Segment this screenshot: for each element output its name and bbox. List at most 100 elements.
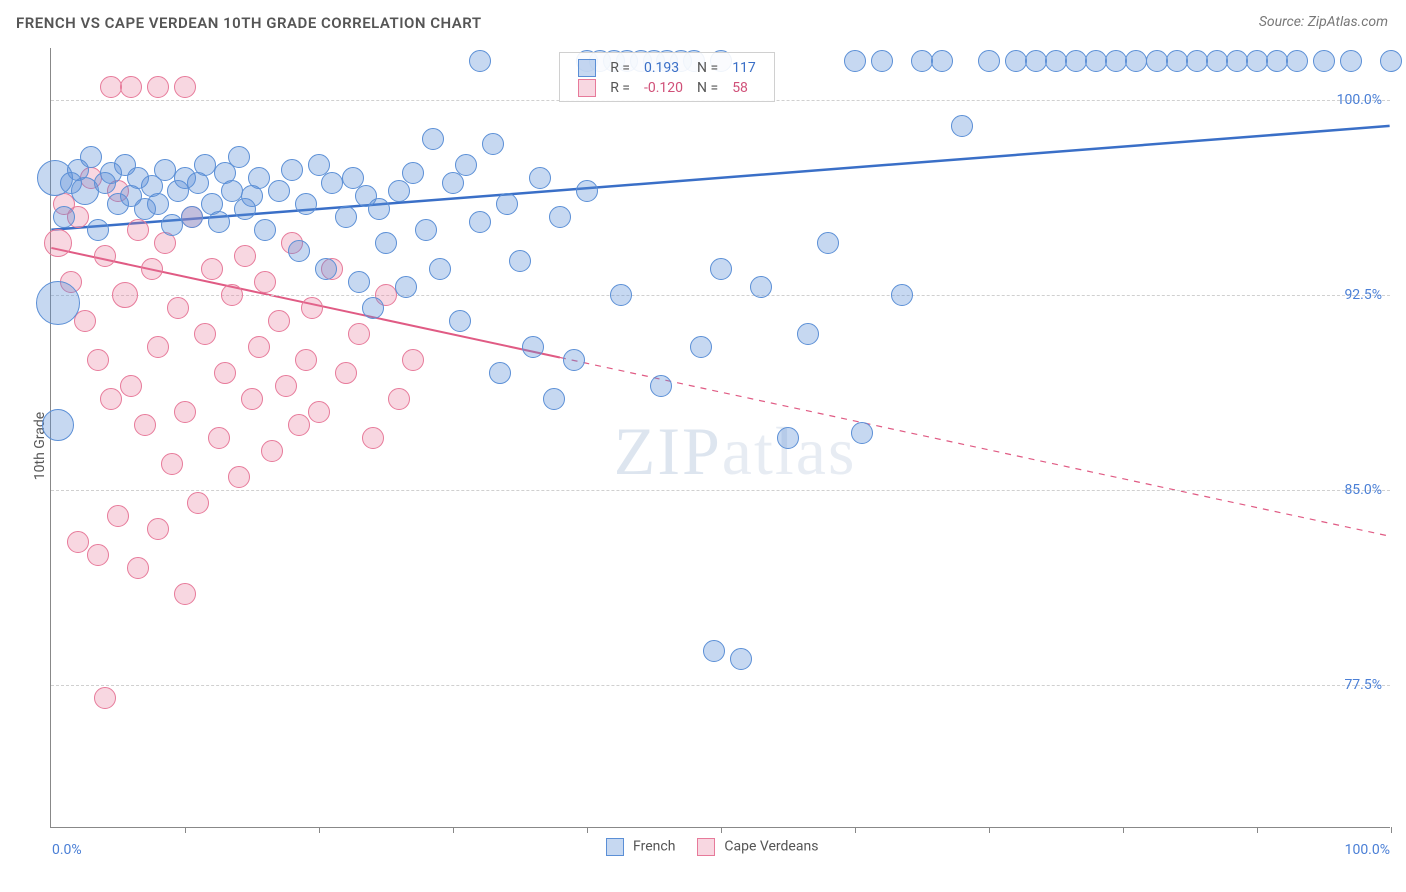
data-point-blue (710, 258, 732, 280)
data-point-blue (321, 172, 343, 194)
r-value: 0.193 (638, 59, 689, 77)
data-point-pink (161, 453, 183, 475)
data-point-pink (112, 282, 138, 308)
data-point-pink (402, 349, 424, 371)
data-point-blue (951, 115, 973, 137)
x-tick (855, 827, 856, 833)
data-point-blue (288, 240, 310, 262)
data-point-blue (496, 193, 518, 215)
data-point-blue (154, 159, 176, 181)
data-point-pink (228, 466, 250, 488)
data-point-pink (348, 323, 370, 345)
data-point-blue (161, 214, 183, 236)
plot-area: 77.5%85.0%92.5%100.0%ZIPatlas (50, 48, 1390, 828)
data-point-blue (543, 388, 565, 410)
data-point-pink (167, 297, 189, 319)
data-point-pink (94, 245, 116, 267)
data-point-blue (1166, 50, 1188, 72)
data-point-blue (549, 206, 571, 228)
data-point-blue (1005, 50, 1027, 72)
data-point-blue (529, 167, 551, 189)
data-point-pink (127, 557, 149, 579)
data-point-blue (1313, 50, 1335, 72)
x-tick (1391, 827, 1392, 833)
data-point-blue (1226, 50, 1248, 72)
data-point-pink (187, 492, 209, 514)
data-point-blue (563, 349, 585, 371)
data-point-pink (208, 427, 230, 449)
x-tick (989, 827, 990, 833)
data-point-pink (234, 245, 256, 267)
data-point-pink (268, 310, 290, 332)
data-point-blue (851, 422, 873, 444)
data-point-blue (449, 310, 471, 332)
data-point-blue (1266, 50, 1288, 72)
data-point-pink (241, 388, 263, 410)
data-point-blue (147, 193, 169, 215)
data-point-pink (295, 349, 317, 371)
data-point-blue (388, 180, 410, 202)
data-point-pink (67, 531, 89, 553)
data-point-pink (174, 401, 196, 423)
n-label: N = (691, 79, 724, 97)
data-point-blue (1125, 50, 1147, 72)
data-point-blue (402, 162, 424, 184)
data-point-pink (254, 271, 276, 293)
data-point-blue (931, 50, 953, 72)
data-point-pink (174, 76, 196, 98)
x-tick (319, 827, 320, 833)
data-point-blue (335, 206, 357, 228)
data-point-blue (368, 198, 390, 220)
chart-title: FRENCH VS CAPE VERDEAN 10TH GRADE CORREL… (16, 14, 482, 32)
data-point-blue (844, 50, 866, 72)
data-point-pink (87, 544, 109, 566)
data-point-blue (1246, 50, 1268, 72)
r-label: R = (604, 59, 636, 77)
data-point-blue (482, 133, 504, 155)
data-point-blue (248, 167, 270, 189)
data-point-pink (134, 414, 156, 436)
data-point-blue (522, 336, 544, 358)
gridline (51, 295, 1390, 296)
data-point-pink (248, 336, 270, 358)
data-point-pink (147, 336, 169, 358)
data-point-blue (978, 50, 1000, 72)
data-point-blue (422, 128, 444, 150)
data-point-pink (100, 76, 122, 98)
source-name: ZipAtlas.com (1308, 14, 1388, 30)
data-point-pink (275, 375, 297, 397)
r-value: -0.120 (638, 79, 689, 97)
data-point-pink (221, 284, 243, 306)
data-point-blue (509, 250, 531, 272)
data-point-pink (388, 388, 410, 410)
data-point-pink (288, 414, 310, 436)
data-point-pink (261, 440, 283, 462)
data-point-blue (1105, 50, 1127, 72)
data-point-blue (80, 146, 102, 168)
n-label: N = (691, 59, 724, 77)
data-point-blue (429, 258, 451, 280)
data-point-pink (120, 375, 142, 397)
data-point-blue (576, 180, 598, 202)
x-tick (453, 827, 454, 833)
x-tick (1123, 827, 1124, 833)
data-point-pink (100, 388, 122, 410)
data-point-blue (1085, 50, 1107, 72)
data-point-pink (194, 323, 216, 345)
data-point-blue (455, 154, 477, 176)
data-point-pink (362, 427, 384, 449)
x-tick (185, 827, 186, 833)
data-point-pink (335, 362, 357, 384)
data-point-pink (127, 219, 149, 241)
data-point-blue (208, 211, 230, 233)
legend-swatch (578, 79, 596, 97)
data-point-blue (375, 232, 397, 254)
data-point-blue (1380, 50, 1402, 72)
data-point-blue (469, 50, 491, 72)
n-value: 58 (726, 79, 762, 97)
data-point-pink (301, 297, 323, 319)
data-point-blue (777, 427, 799, 449)
data-point-blue (610, 284, 632, 306)
legend-swatch-capeverdeans (697, 838, 715, 856)
data-point-blue (194, 154, 216, 176)
